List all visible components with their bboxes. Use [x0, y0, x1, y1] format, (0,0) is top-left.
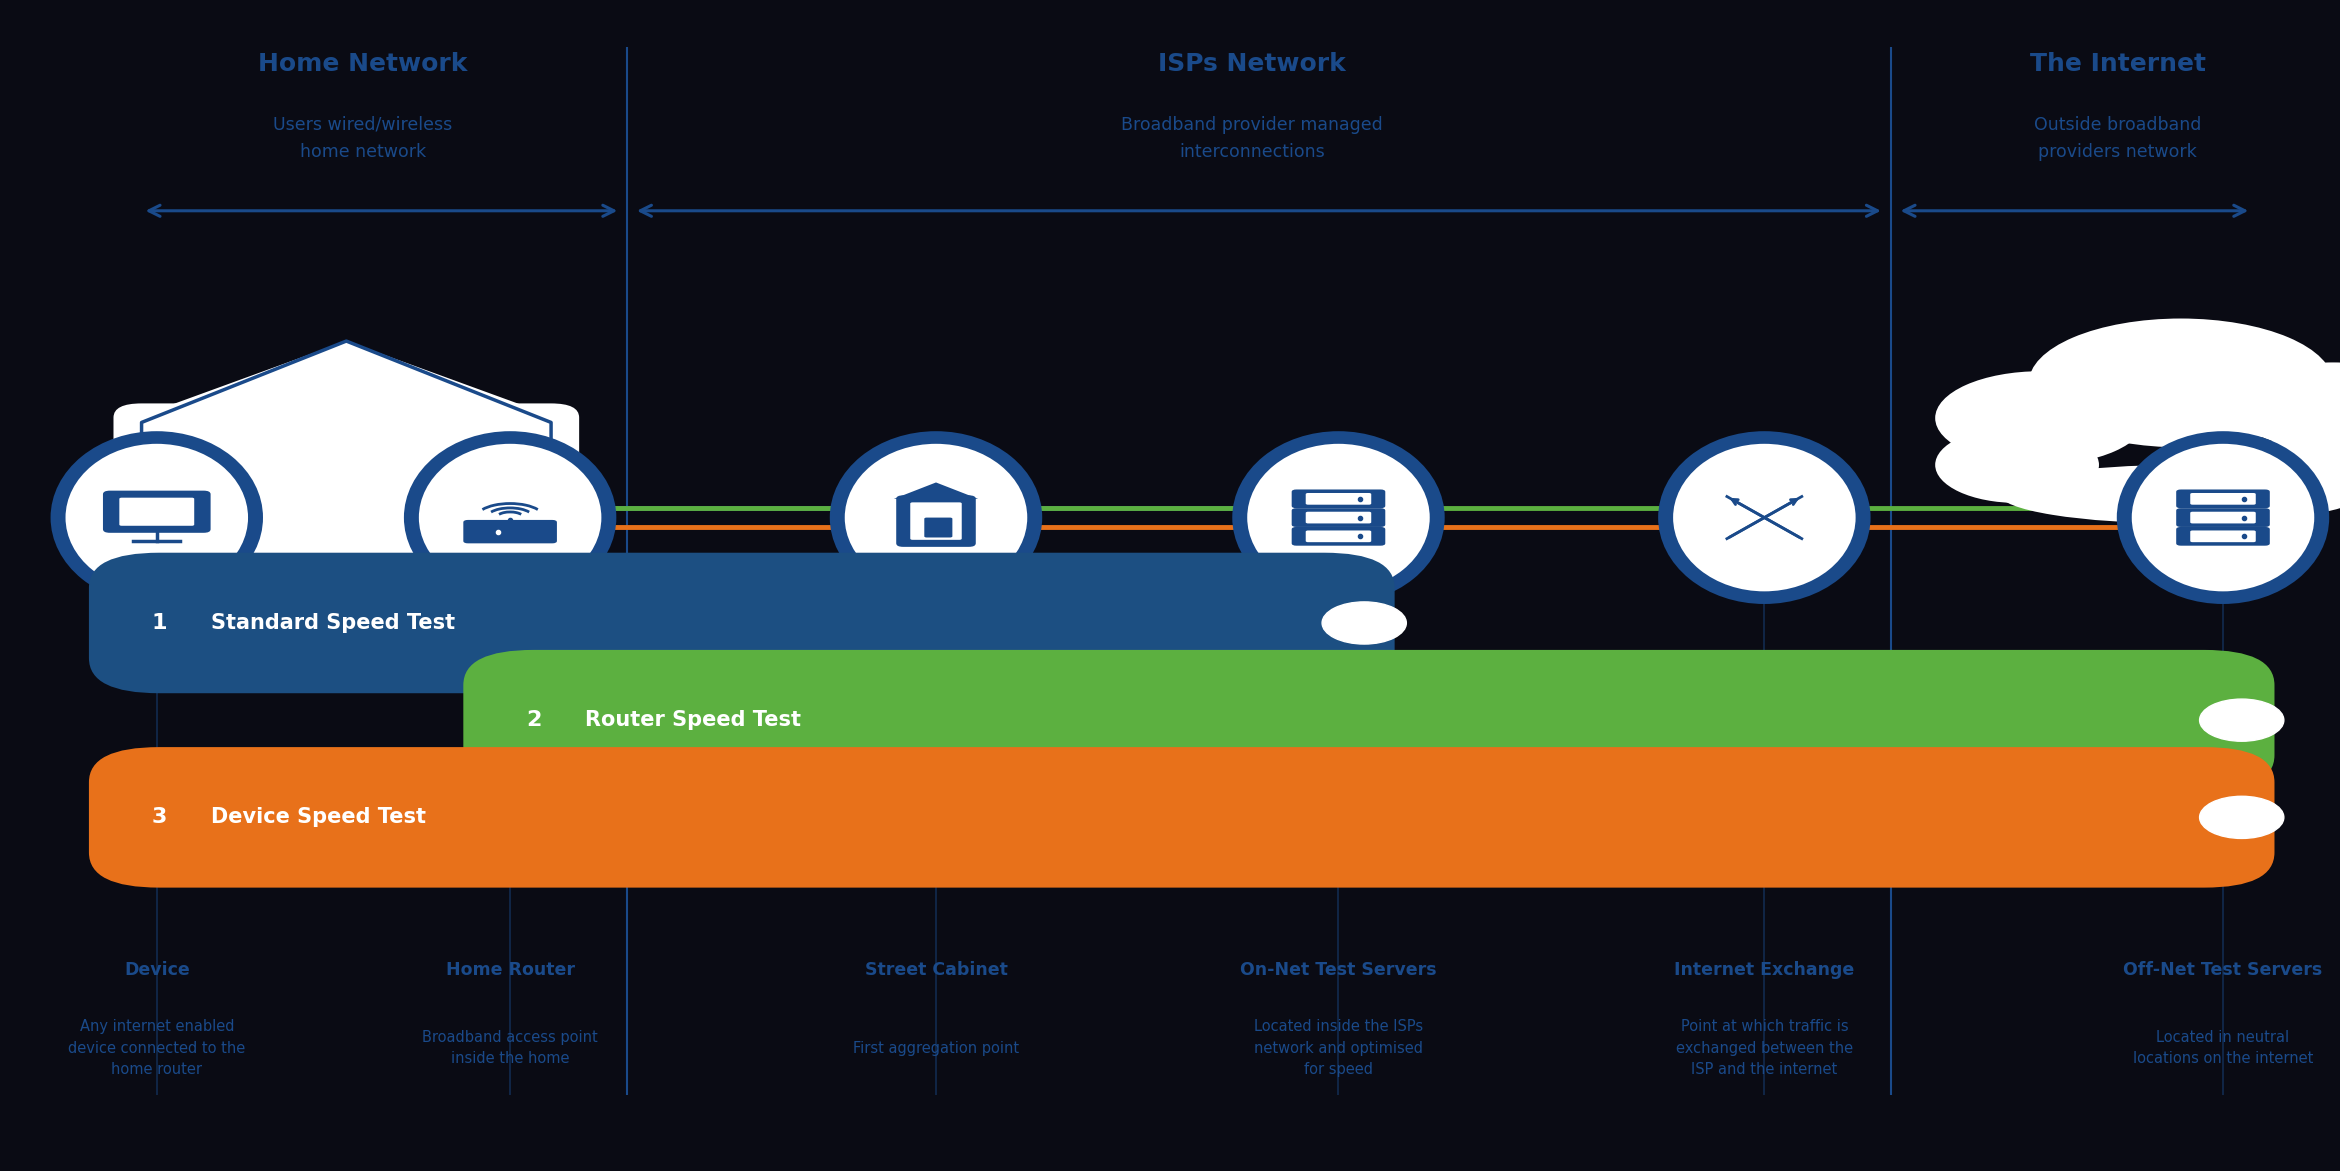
FancyBboxPatch shape — [2190, 512, 2256, 523]
Text: 2: 2 — [526, 710, 541, 731]
Ellipse shape — [1935, 371, 2146, 465]
Text: Home Network: Home Network — [257, 53, 468, 76]
Text: Users wired/wireless
home network: Users wired/wireless home network — [274, 116, 452, 160]
FancyBboxPatch shape — [89, 553, 1395, 693]
FancyBboxPatch shape — [2190, 530, 2256, 542]
Polygon shape — [894, 482, 978, 499]
Ellipse shape — [1233, 433, 1441, 602]
Ellipse shape — [51, 433, 262, 602]
Text: Home Router: Home Router — [445, 960, 576, 979]
Ellipse shape — [419, 444, 601, 591]
Text: Device Speed Test: Device Speed Test — [211, 807, 426, 828]
FancyBboxPatch shape — [1292, 508, 1385, 527]
Ellipse shape — [1659, 433, 1867, 602]
Circle shape — [1322, 602, 1406, 644]
FancyBboxPatch shape — [463, 520, 557, 543]
Ellipse shape — [1673, 444, 1856, 591]
Polygon shape — [122, 341, 571, 423]
Text: Broadband access point
inside the home: Broadband access point inside the home — [421, 1029, 599, 1067]
FancyBboxPatch shape — [119, 498, 194, 526]
Text: Internet Exchange: Internet Exchange — [1673, 960, 1856, 979]
FancyBboxPatch shape — [1292, 489, 1385, 508]
Circle shape — [2200, 796, 2284, 838]
FancyBboxPatch shape — [103, 491, 211, 533]
Text: Located in neutral
locations on the internet: Located in neutral locations on the inte… — [2132, 1029, 2314, 1067]
Ellipse shape — [2235, 363, 2340, 451]
Circle shape — [2200, 699, 2284, 741]
Ellipse shape — [845, 444, 1027, 591]
Text: Street Cabinet: Street Cabinet — [863, 960, 1009, 979]
Text: Any internet enabled
device connected to the
home router: Any internet enabled device connected to… — [68, 1019, 246, 1077]
FancyBboxPatch shape — [2176, 527, 2270, 546]
FancyBboxPatch shape — [112, 403, 580, 596]
Text: Off-Net Test Servers: Off-Net Test Servers — [2122, 960, 2324, 979]
Ellipse shape — [1998, 465, 2340, 523]
Text: Router Speed Test: Router Speed Test — [585, 710, 800, 731]
FancyBboxPatch shape — [2176, 508, 2270, 527]
FancyBboxPatch shape — [89, 747, 2274, 888]
Ellipse shape — [66, 444, 248, 591]
Text: 1: 1 — [152, 612, 166, 634]
Ellipse shape — [2029, 319, 2333, 447]
FancyBboxPatch shape — [1306, 493, 1371, 505]
FancyBboxPatch shape — [1306, 530, 1371, 542]
Ellipse shape — [2263, 422, 2340, 497]
Text: ISPs Network: ISPs Network — [1158, 53, 1345, 76]
Text: Broadband provider managed
interconnections: Broadband provider managed interconnecti… — [1121, 116, 1383, 160]
FancyBboxPatch shape — [2190, 493, 2256, 505]
Text: Outside broadband
providers network: Outside broadband providers network — [2033, 116, 2202, 160]
FancyBboxPatch shape — [463, 650, 2274, 790]
FancyBboxPatch shape — [1306, 512, 1371, 523]
Text: Point at which traffic is
exchanged between the
ISP and the internet: Point at which traffic is exchanged betw… — [1675, 1019, 1853, 1077]
Ellipse shape — [407, 433, 613, 602]
Text: Located inside the ISPs
network and optimised
for speed: Located inside the ISPs network and opti… — [1254, 1019, 1423, 1077]
FancyBboxPatch shape — [1292, 527, 1385, 546]
FancyBboxPatch shape — [910, 502, 962, 540]
FancyBboxPatch shape — [924, 518, 952, 537]
Ellipse shape — [2132, 444, 2314, 591]
Ellipse shape — [831, 433, 1041, 602]
Text: Standard Speed Test: Standard Speed Test — [211, 612, 454, 634]
Text: On-Net Test Servers: On-Net Test Servers — [1240, 960, 1437, 979]
FancyBboxPatch shape — [2176, 489, 2270, 508]
Ellipse shape — [1935, 426, 2099, 504]
Text: 3: 3 — [152, 807, 166, 828]
Text: First aggregation point: First aggregation point — [854, 1041, 1018, 1055]
Text: The Internet: The Internet — [2029, 53, 2207, 76]
FancyBboxPatch shape — [896, 495, 976, 547]
Ellipse shape — [1247, 444, 1430, 591]
Ellipse shape — [2120, 433, 2326, 602]
Text: Device: Device — [124, 960, 190, 979]
